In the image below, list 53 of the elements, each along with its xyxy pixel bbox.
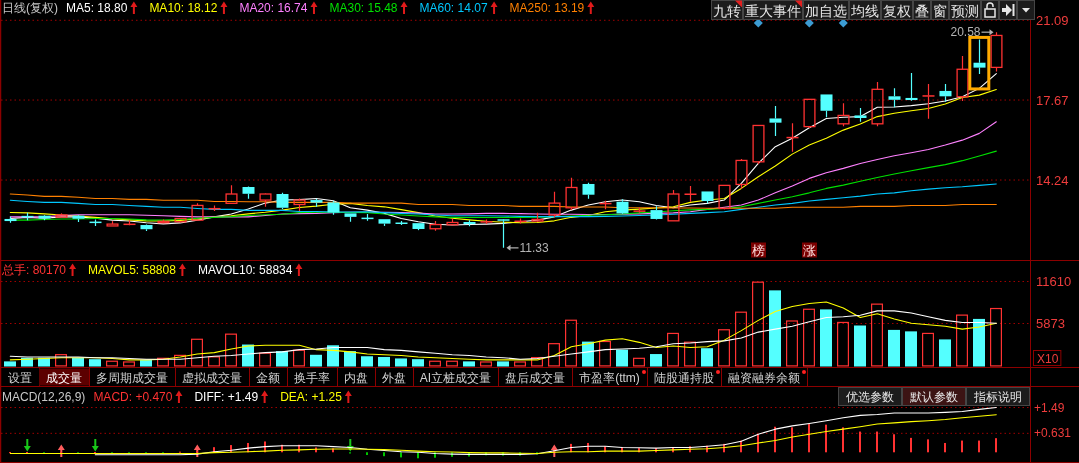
text: MA250: 13.19 <box>509 1 585 15</box>
tab-label: 盘后成交量 <box>505 370 565 385</box>
y-tick-label: +0.631 <box>1034 426 1072 441</box>
tab-label: 融资融券余额 <box>728 370 800 385</box>
button: 叠 <box>913 0 931 20</box>
y-tick-label: 17.67 <box>1036 92 1069 108</box>
y-tick-label: 11610 <box>1036 274 1072 289</box>
button: 重大事件 <box>743 0 803 20</box>
button: 加自选 <box>803 0 849 20</box>
tab-label: 金额 <box>256 370 280 385</box>
text: MAVOL5: 58808 <box>88 263 177 277</box>
chart-title: MACD(12,26,9) <box>2 390 86 404</box>
y-tick-label: 21.09 <box>1036 12 1069 28</box>
button: 均线 <box>849 0 881 20</box>
tab: 成交量 <box>39 368 89 386</box>
annotation: 优选参数 <box>846 390 894 404</box>
button: 窗 <box>931 0 949 20</box>
tab-label: 市盈率(ttm) <box>579 370 640 385</box>
annotation: 11.33 <box>519 240 549 255</box>
tab-label: AI立桩成交量 <box>419 370 492 385</box>
tab-label: 多周期成交量 <box>96 370 168 385</box>
text: MA60: 14.07 <box>419 1 488 15</box>
annotation: 指标说明 <box>973 390 1022 404</box>
text: DIFF: +1.49 <box>194 390 259 404</box>
annotation: 默认参数 <box>909 390 958 404</box>
tab-label: 虚拟成交量 <box>182 370 242 385</box>
button: 默认参数 <box>902 387 966 406</box>
text: MA30: 15.48 <box>329 1 398 15</box>
tab-label: 外盘 <box>382 370 406 385</box>
text: MA10: 18.12 <box>149 1 218 15</box>
text: MAVOL10: 58834 <box>197 263 293 277</box>
tab-label: 内盘 <box>344 370 368 385</box>
annotation: 榜 <box>751 242 766 258</box>
button: 预测 <box>949 0 981 20</box>
annotation: 20.58 <box>950 25 981 40</box>
text: DEA: +1.25 <box>280 390 343 404</box>
annotation: 涨 <box>802 242 817 258</box>
y-tick-label: +1.49 <box>1034 400 1065 415</box>
text: MA5: 18.80 <box>66 1 128 15</box>
tab-label: 陆股通持股 <box>654 370 714 385</box>
text: MA20: 16.74 <box>239 1 308 15</box>
tab-label: 设置 <box>8 370 32 385</box>
y-tick-label: 14.24 <box>1036 172 1069 188</box>
y-axis-title: X10 <box>1037 351 1059 366</box>
button: 复权 <box>881 0 913 20</box>
button: 指标说明 <box>966 387 1030 406</box>
text: 总手: 80170 <box>1 263 67 277</box>
text: MACD: +0.470 <box>93 390 173 404</box>
y-tick-label: 5873 <box>1036 316 1065 331</box>
button: 九转 <box>711 0 743 20</box>
tab-label: 换手率 <box>294 370 330 385</box>
chart-title: 日线(复权) <box>2 1 58 15</box>
button: 优选参数 <box>838 387 902 406</box>
